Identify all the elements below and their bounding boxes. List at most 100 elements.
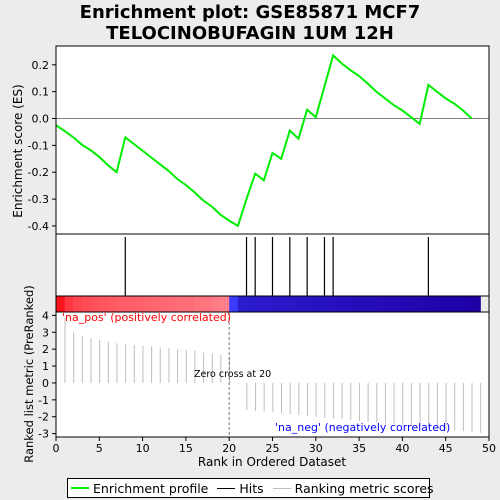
colorbar-cell bbox=[437, 296, 447, 312]
legend-item-hits: Hits bbox=[217, 480, 264, 496]
legend: Enrichment profile Hits Ranking metric s… bbox=[67, 478, 434, 498]
enrichment-profile-line bbox=[55, 53, 473, 228]
colorbar-cell bbox=[99, 296, 109, 312]
colorbar-cell bbox=[90, 296, 100, 312]
colorbar-cell bbox=[203, 296, 213, 312]
x-tick-label: 50 bbox=[482, 442, 496, 455]
rank-frame bbox=[55, 311, 490, 438]
colorbar-cell bbox=[81, 296, 92, 312]
colorbar-cell bbox=[56, 296, 66, 312]
hits-panel bbox=[55, 233, 490, 297]
colorbar-cell bbox=[168, 296, 178, 312]
x-tick-label: 20 bbox=[222, 442, 236, 455]
es-panel: -0.4 -0.3 -0.2 -0.1 0.0 0.1 0.2 bbox=[28, 45, 490, 235]
pos-label: 'na_pos' (positively correlated) bbox=[62, 311, 231, 324]
colorbar-cell bbox=[385, 296, 395, 312]
colorbar-cell bbox=[359, 296, 369, 312]
es-ytick-label: -0.2 bbox=[28, 166, 49, 179]
es-axis-label: Enrichment score (ES) bbox=[11, 84, 25, 217]
colorbar-cell bbox=[116, 296, 126, 312]
legend-label-hits: Hits bbox=[239, 480, 264, 496]
colorbar-cell bbox=[211, 296, 222, 312]
colorbar-cell bbox=[333, 296, 343, 312]
legend-swatch-enrichment bbox=[71, 487, 89, 489]
colorbar-cell bbox=[272, 296, 282, 312]
es-plot-area bbox=[56, 46, 489, 234]
colorbar-cell bbox=[281, 296, 291, 312]
rank-ytick-label: 1 bbox=[42, 360, 49, 373]
x-tick-label: 10 bbox=[136, 442, 150, 455]
legend-swatch-hits bbox=[217, 487, 236, 489]
colorbar-cell bbox=[125, 296, 135, 312]
legend-item-enrichment: Enrichment profile bbox=[71, 481, 208, 496]
x-tick-label: 30 bbox=[309, 442, 323, 455]
axes-text: Enrichment score (ES) Ranked list metric… bbox=[11, 84, 450, 469]
x-axis-label: Rank in Ordered Dataset bbox=[198, 455, 346, 469]
zero-cross-label: Zero cross at 20 bbox=[194, 369, 271, 380]
chart-title-line-2: TELOCINOBUFAGIN 1UM 12H bbox=[106, 23, 394, 44]
colorbar-cell bbox=[151, 296, 161, 312]
colorbar-cell bbox=[142, 296, 152, 312]
rank-ytick-label: 4 bbox=[42, 309, 49, 322]
rank-ytick-label: -3 bbox=[38, 428, 49, 441]
colorbar-cell bbox=[246, 296, 256, 312]
legend-item-ranking: Ranking metric scores bbox=[272, 480, 434, 496]
colorbar-cell bbox=[237, 296, 248, 312]
colorbar-cell bbox=[324, 296, 334, 312]
colorbar-cell bbox=[350, 296, 360, 312]
colorbar-cell bbox=[445, 296, 455, 312]
rank-ytick-label: -1 bbox=[38, 394, 49, 407]
es-ytick-label: -0.1 bbox=[28, 139, 49, 152]
colorbar-cell bbox=[64, 296, 74, 312]
rank-ytick-label: 2 bbox=[42, 343, 49, 356]
colorbar-cell bbox=[298, 296, 308, 312]
colorbar-cell bbox=[376, 296, 386, 312]
rank-plot-area bbox=[56, 312, 489, 437]
colorbar-cell bbox=[185, 296, 196, 312]
x-tick-label: 25 bbox=[266, 442, 280, 455]
colorbar-cell bbox=[289, 296, 299, 312]
colorbar-cell bbox=[159, 296, 170, 312]
es-ytick-label: 0.2 bbox=[32, 59, 50, 72]
chart-title-line-1: Enrichment plot: GSE85871 MCF7 bbox=[79, 2, 421, 23]
colorbar-cell bbox=[367, 296, 377, 312]
colorbar-cell bbox=[73, 296, 83, 312]
legend-swatch-ranking bbox=[272, 487, 291, 489]
rank-ytick-label: 3 bbox=[42, 326, 49, 339]
x-tick-label: 5 bbox=[96, 442, 103, 455]
colorbar-cell bbox=[393, 296, 403, 312]
x-tick-label: 0 bbox=[53, 442, 60, 455]
colorbar-cell bbox=[255, 296, 265, 312]
colorbar-cell bbox=[263, 296, 273, 312]
rank-ytick-label: 0 bbox=[42, 377, 49, 390]
colorbar-cell bbox=[411, 296, 421, 312]
colorbar-cell bbox=[133, 296, 144, 312]
colorbar-cell bbox=[463, 296, 473, 312]
colorbar-cell bbox=[341, 296, 351, 312]
colorbar-cell bbox=[194, 296, 204, 312]
colorbar-cell bbox=[428, 296, 438, 312]
x-tick-label: 35 bbox=[352, 442, 366, 455]
colorbar-cell bbox=[229, 296, 239, 312]
colorbar-cell bbox=[107, 296, 118, 312]
colorbar-cell bbox=[402, 296, 412, 312]
legend-label-enrichment: Enrichment profile bbox=[93, 480, 209, 496]
es-ytick-label: -0.4 bbox=[28, 220, 49, 233]
es-ytick-label: -0.3 bbox=[28, 193, 49, 206]
colorbar-cell bbox=[220, 296, 230, 312]
colorbar-cell bbox=[307, 296, 317, 312]
x-tick-label: 45 bbox=[439, 442, 453, 455]
colorbar-cell bbox=[471, 296, 481, 312]
es-ytick-label: 0.1 bbox=[32, 86, 50, 99]
x-tick-label: 15 bbox=[179, 442, 193, 455]
colorbar-cell bbox=[454, 296, 464, 312]
chart-title: Enrichment plot: GSE85871 MCF7 TELOCINOB… bbox=[0, 2, 500, 44]
rank-ytick-label: -2 bbox=[38, 411, 49, 424]
neg-label: 'na_neg' (negatively correlated) bbox=[275, 421, 450, 434]
colorbar-cell bbox=[419, 296, 429, 312]
es-ytick-label: 0.0 bbox=[32, 113, 50, 126]
rank-axis-label: Ranked list metric (PreRanked) bbox=[22, 285, 36, 463]
legend-label-ranking: Ranking metric scores bbox=[294, 480, 434, 496]
